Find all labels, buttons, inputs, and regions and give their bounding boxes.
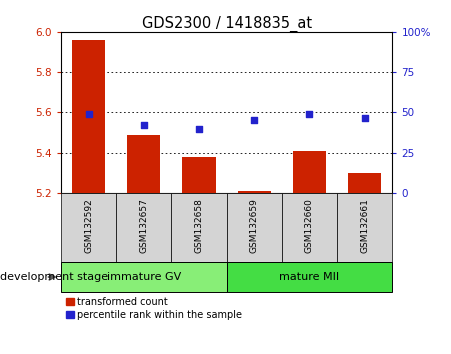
Bar — [226, 262, 392, 292]
Text: mature MII: mature MII — [280, 272, 340, 282]
Bar — [226, 193, 282, 262]
Bar — [282, 193, 337, 262]
Point — [140, 122, 147, 128]
Point — [85, 112, 92, 117]
Bar — [238, 191, 271, 193]
Text: development stage: development stage — [0, 272, 108, 282]
Text: GSM132661: GSM132661 — [360, 199, 369, 253]
Bar — [127, 135, 161, 193]
Bar — [171, 193, 226, 262]
Point — [361, 115, 368, 121]
Text: GSM132658: GSM132658 — [194, 199, 203, 253]
Text: GSM132659: GSM132659 — [250, 199, 259, 253]
Bar — [348, 173, 382, 193]
Bar — [61, 193, 116, 262]
Text: immature GV: immature GV — [106, 272, 181, 282]
Bar — [182, 157, 216, 193]
Legend: transformed count, percentile rank within the sample: transformed count, percentile rank withi… — [66, 297, 243, 320]
Title: GDS2300 / 1418835_at: GDS2300 / 1418835_at — [142, 16, 312, 32]
Text: GSM132657: GSM132657 — [139, 199, 148, 253]
Bar — [116, 193, 171, 262]
Bar — [72, 40, 105, 193]
Point — [251, 118, 258, 123]
Text: GSM132592: GSM132592 — [84, 199, 93, 253]
Point — [195, 126, 202, 131]
Point — [306, 111, 313, 117]
Text: GSM132660: GSM132660 — [305, 199, 314, 253]
Bar — [61, 262, 226, 292]
Bar — [293, 151, 326, 193]
Bar — [337, 193, 392, 262]
